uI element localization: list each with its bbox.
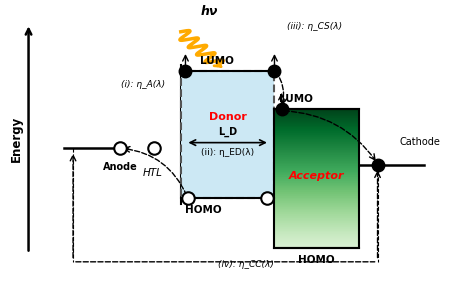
Text: HOMO: HOMO	[298, 255, 335, 265]
Bar	[274, 109, 359, 248]
Text: Acceptor: Acceptor	[289, 171, 345, 181]
Text: Donor: Donor	[209, 112, 246, 122]
Text: LUMO: LUMO	[200, 56, 233, 66]
Text: (i): η_A(λ): (i): η_A(λ)	[121, 80, 165, 89]
Text: HTL: HTL	[143, 168, 163, 178]
Text: Anode: Anode	[102, 162, 137, 172]
Text: Energy: Energy	[10, 115, 23, 162]
Text: L_D: L_D	[218, 126, 237, 137]
Text: HOMO: HOMO	[185, 205, 222, 215]
Text: Cathode: Cathode	[399, 137, 440, 147]
Text: (ii): η_ED(λ): (ii): η_ED(λ)	[201, 148, 254, 157]
Bar	[181, 70, 274, 198]
Text: (iv): η_CC(λ): (iv): η_CC(λ)	[219, 260, 274, 269]
Text: LUMO: LUMO	[279, 95, 313, 105]
Text: (iii): η_CS(λ): (iii): η_CS(λ)	[287, 22, 342, 31]
Text: hν: hν	[200, 5, 218, 18]
